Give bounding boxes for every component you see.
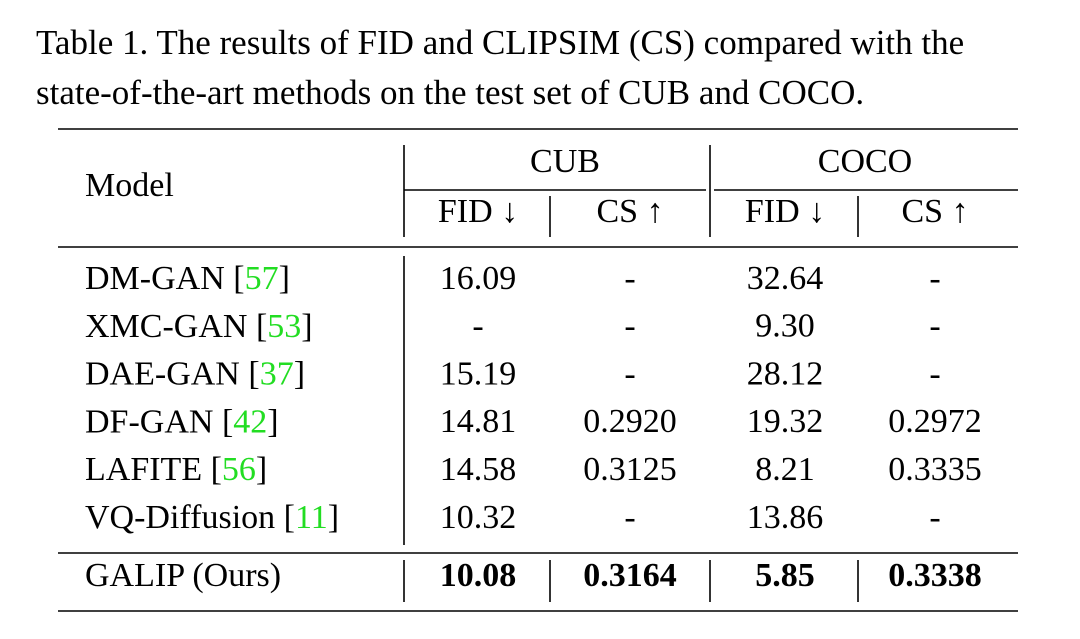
model-name: VQ-Diffusion [11] [85,499,339,536]
table-cell: 0.2920 [583,403,677,440]
table-cell: - [624,355,635,392]
model-name: LAFITE [56] [85,451,267,488]
table-cell: - [929,260,940,297]
citation-link[interactable]: 56 [222,451,256,488]
model-text: DF-GAN [ [85,403,233,440]
metric-header: FID ↓ [745,193,825,230]
model-name: XMC-GAN [53] [85,308,313,345]
citation-link[interactable]: 57 [245,260,279,297]
model-text: DAE-GAN [ [85,355,260,392]
model-text: ] [294,355,305,392]
table-cell: - [929,308,940,345]
table-cell: - [624,499,635,536]
model-name: DF-GAN [42] [85,403,279,440]
citation-link[interactable]: 37 [260,355,294,392]
model-text: XMC-GAN [ [85,308,267,345]
model-text: ] [256,451,267,488]
table-cell: 13.86 [747,499,824,536]
table-cell: - [624,308,635,345]
table-cell: - [929,355,940,392]
caption-line: Table 1. The results of FID and CLIPSIM … [36,23,964,62]
metric-header: CS ↑ [901,193,968,230]
table-cell: 0.3338 [888,557,982,594]
model-text: ] [328,499,339,536]
table-cell: 15.19 [440,355,517,392]
caption-line: state-of-the-art methods on the test set… [36,73,864,112]
table-cell: 10.32 [440,499,517,536]
citation-link[interactable]: 42 [233,403,267,440]
model-name: DAE-GAN [37] [85,355,305,392]
table-cell: 14.58 [440,451,517,488]
table-cell: 0.3164 [583,557,677,594]
table-cell: - [929,499,940,536]
model-text: ] [279,260,290,297]
table-cell: 9.30 [755,308,815,345]
table-cell: 19.32 [747,403,824,440]
metric-header: FID ↓ [438,193,518,230]
table-cell: 0.3125 [583,451,677,488]
group-header: CUB [530,143,600,180]
group-header: COCO [818,143,912,180]
table-cell: 5.85 [755,557,815,594]
table-cell: - [472,308,483,345]
table-cell: 14.81 [440,403,517,440]
model-text: LAFITE [ [85,451,222,488]
header-cell: Model [85,167,174,204]
metric-header: CS ↑ [596,193,663,230]
citation-link[interactable]: 11 [295,499,328,536]
model-text: DM-GAN [ [85,260,245,297]
model-text: ] [301,308,312,345]
model-name: GALIP (Ours) [85,557,281,594]
table-cell: 16.09 [440,260,517,297]
model-text: VQ-Diffusion [ [85,499,295,536]
citation-link[interactable]: 53 [267,308,301,345]
model-name: DM-GAN [57] [85,260,290,297]
table-cell: 0.3335 [888,451,982,488]
table-cell: 0.2972 [888,403,982,440]
model-text: ] [267,403,278,440]
table-cell: 8.21 [755,451,815,488]
table-cell: 28.12 [747,355,824,392]
table-cell: 10.08 [440,557,517,594]
table-cell: 32.64 [747,260,824,297]
table-cell: - [624,260,635,297]
